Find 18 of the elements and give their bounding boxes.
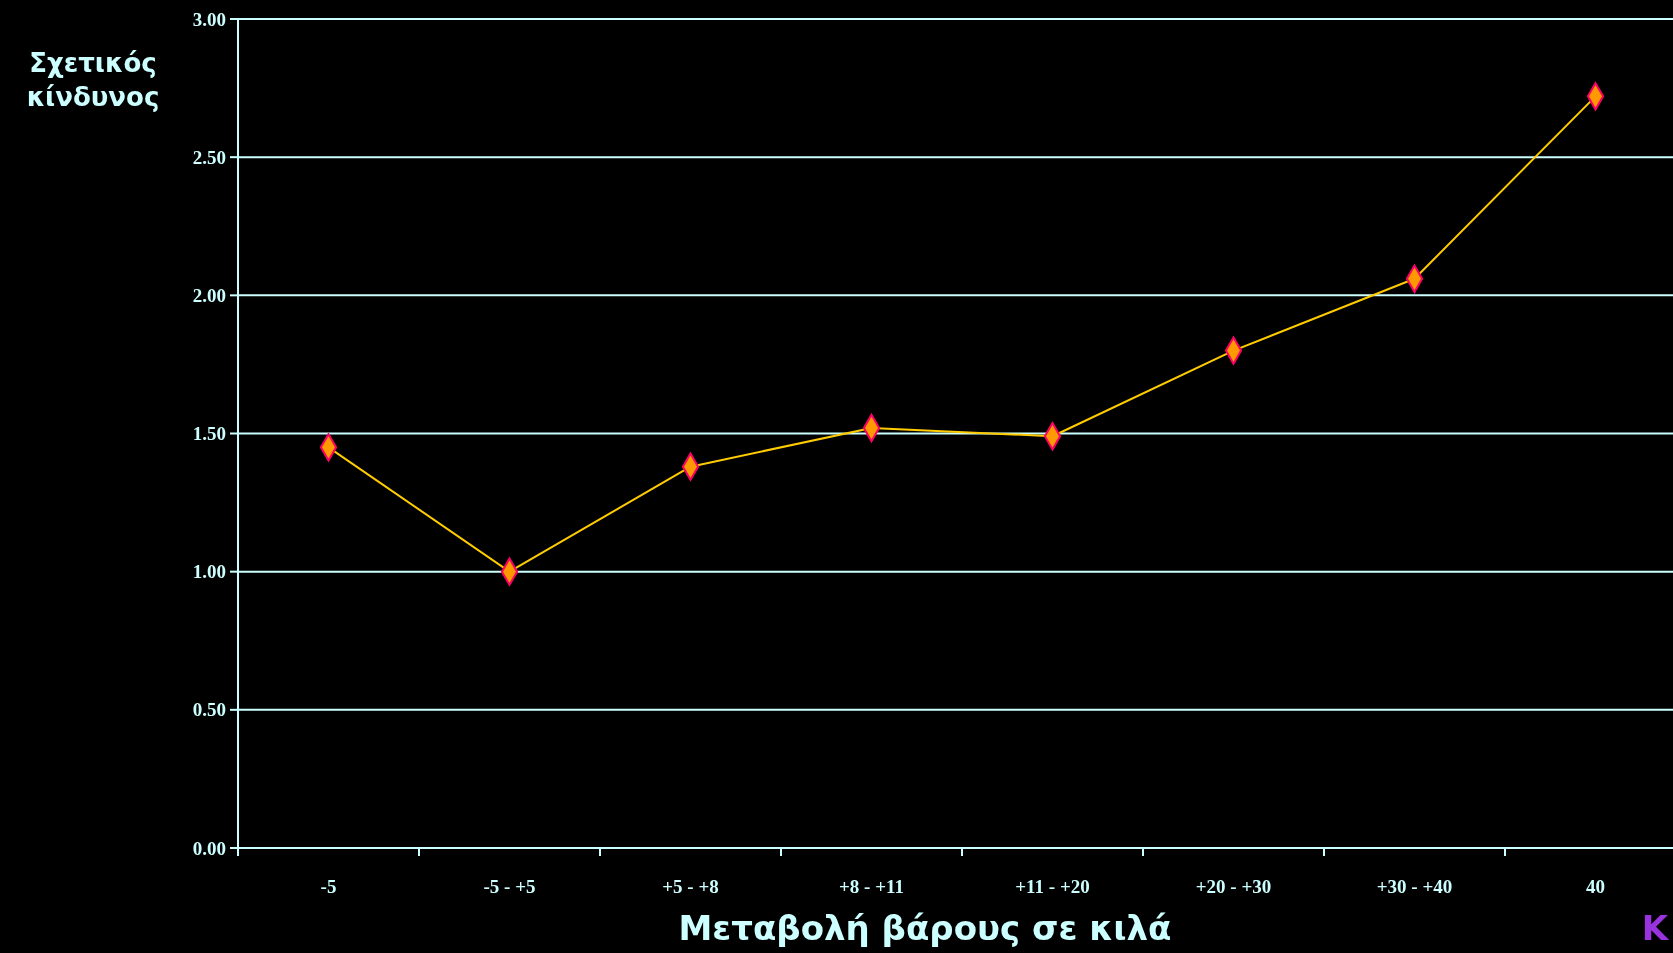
x-axis-title: Μεταβολή βάρους σε κιλά [678,908,1172,948]
y-tick-label: 0.50 [192,699,226,721]
x-tick-label: +11 - +20 [1015,876,1090,897]
y-tick-label: 3.00 [192,8,226,30]
y-tick-label: 2.50 [192,146,226,168]
x-tick-label: +5 - +8 [662,876,719,897]
y-tick-label: 0.00 [192,837,226,859]
x-tick-label: -5 - +5 [483,876,536,897]
y-tick-label: 1.50 [192,423,226,445]
y-tick-label: 1.00 [192,561,226,583]
x-tick-label: 40 [1586,876,1605,897]
x-tick-label: +20 - +30 [1195,876,1272,897]
y-tick-label: 2.00 [192,284,226,306]
x-tick-label: -5 [320,876,337,897]
x-tick-label: +30 - +40 [1376,876,1453,897]
x-tick-label: +8 - +11 [839,876,904,897]
y-axis-title: Σχετικός κίνδυνος [26,48,160,112]
text: K [1641,908,1670,948]
